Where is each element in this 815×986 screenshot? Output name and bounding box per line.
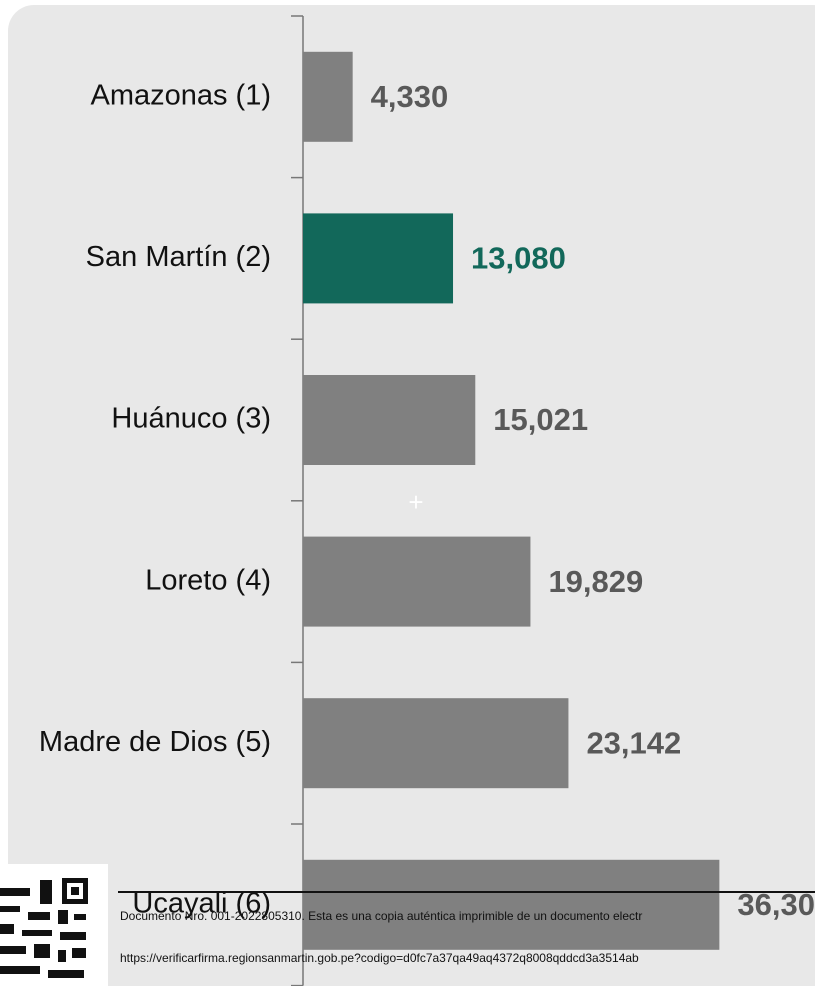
category-label: Loreto (4) [145, 564, 271, 596]
bar [303, 375, 476, 465]
footer-url: https://verificarfirma.regionsanmartin.g… [120, 951, 639, 965]
qr-code [0, 878, 88, 978]
cursor-plus: + [408, 487, 423, 517]
qr-background [0, 864, 108, 986]
category-label: San Martín (2) [86, 241, 271, 273]
bar [303, 698, 569, 789]
plot: Amazonas (1) 4,330 San Martín (2) 13,080 Huá… [39, 15, 815, 986]
bar [303, 536, 531, 627]
value-label: 4,330 [371, 79, 449, 114]
bar [303, 859, 720, 950]
category-label: Madre de Dios (5) [39, 726, 271, 758]
value-label: 15,021 [493, 402, 588, 437]
footer-document: Documento Nro. 001-2022805310. Esta es u… [120, 909, 642, 923]
value-label: 13,080 [471, 241, 566, 276]
category-label: Huánuco (3) [111, 403, 271, 435]
bar [303, 213, 454, 304]
value-label: 19,829 [548, 564, 643, 599]
panel [8, 5, 815, 986]
bar [303, 51, 353, 142]
category-label: Amazonas (1) [90, 79, 271, 111]
footer: Documento Nro. 001-2022805310. Esta es u… [0, 864, 815, 986]
value-label: 23,142 [586, 725, 681, 760]
